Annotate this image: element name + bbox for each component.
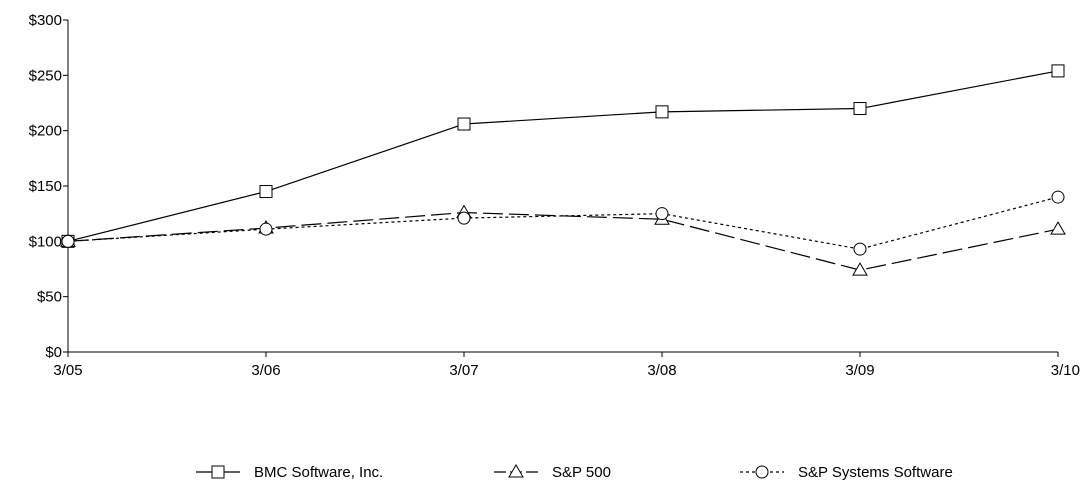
legend-label: S&P 500: [552, 464, 611, 481]
y-tick-label: $0: [45, 344, 62, 361]
y-tick-label: $100: [29, 233, 62, 250]
series-line: [67, 211, 1059, 271]
legend-label: BMC Software, Inc.: [254, 464, 383, 481]
legend-triangle-icon: [508, 464, 524, 478]
legend-square-icon: [211, 465, 225, 479]
data-point-triangle: [852, 262, 868, 276]
legend: BMC Software, Inc. S&P 500 S&P Systems Sof…: [196, 464, 953, 481]
data-point-circle: [61, 234, 75, 248]
data-point-circle: [457, 211, 471, 225]
series-triangle: [60, 204, 1066, 276]
x-tick-label: 3/10: [1051, 362, 1080, 379]
data-point-triangle: [1050, 221, 1066, 235]
legend-label: S&P Systems Software: [798, 464, 953, 481]
y-ticks: $0 $50 $100 $150 $200 $250 $300: [29, 12, 68, 361]
data-point-square: [457, 117, 471, 131]
x-ticks: 3/05 3/06 3/07 3/08 3/09 3/10: [53, 352, 1080, 379]
data-point-circle: [259, 222, 273, 236]
legend-item: S&P 500: [494, 464, 611, 481]
data-point-circle: [853, 242, 867, 256]
legend-item: S&P Systems Software: [740, 464, 953, 481]
x-tick-label: 3/05: [53, 362, 82, 379]
data-point-circle: [655, 207, 669, 221]
legend-circle-icon: [755, 465, 769, 479]
series-circle: [61, 190, 1065, 256]
data-point-square: [1051, 64, 1065, 78]
x-tick-label: 3/06: [251, 362, 280, 379]
y-tick-label: $250: [29, 67, 62, 84]
y-tick-label: $150: [29, 178, 62, 195]
series-square: [61, 64, 1065, 248]
data-point-circle: [1051, 190, 1065, 204]
y-tick-label: $300: [29, 12, 62, 29]
data-point-square: [853, 102, 867, 116]
series-line: [67, 196, 1059, 250]
y-tick-label: $200: [29, 123, 62, 140]
data-point-square: [259, 185, 273, 199]
x-tick-label: 3/09: [845, 362, 874, 379]
x-tick-label: 3/07: [449, 362, 478, 379]
axes: [67, 20, 1058, 353]
data-point-square: [655, 105, 669, 119]
y-tick-label: $50: [37, 289, 62, 306]
series-line: [67, 70, 1059, 242]
series-layer: [60, 64, 1066, 276]
legend-item: BMC Software, Inc.: [196, 464, 383, 481]
x-tick-label: 3/08: [647, 362, 676, 379]
